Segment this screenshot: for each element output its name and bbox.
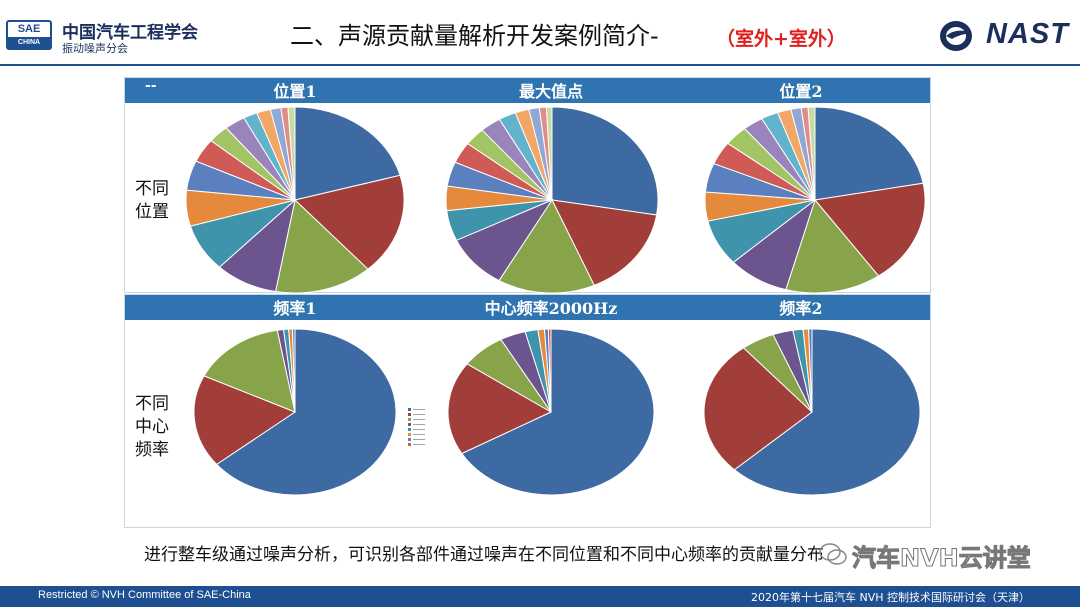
pie-slice bbox=[447, 363, 553, 455]
legend-entry bbox=[408, 417, 430, 421]
header-divider bbox=[0, 64, 1080, 66]
pie-slice bbox=[291, 328, 296, 413]
pie-slice bbox=[547, 328, 552, 413]
pie-chart-4 bbox=[193, 328, 397, 496]
legend-swatch bbox=[408, 412, 411, 416]
nast-logo-text: NAST bbox=[986, 18, 1069, 50]
header-cell-position-1: 位置1 bbox=[273, 82, 317, 101]
pie-slice bbox=[785, 198, 880, 294]
pie-slice bbox=[294, 106, 401, 201]
legend-label-placeholder bbox=[413, 423, 425, 425]
slide-footer: Restricted © NVH Committee of SAE-China … bbox=[0, 586, 1080, 607]
sae-china-logo: SAE CHINA bbox=[6, 20, 52, 50]
slide-title: 二、声源贡献量解析开发案例简介- bbox=[290, 22, 659, 50]
legend-swatch bbox=[408, 407, 411, 411]
legend-label-placeholder bbox=[413, 438, 425, 440]
pie-chart-3 bbox=[704, 106, 926, 294]
organization-name: 中国汽车工程学会 bbox=[62, 23, 198, 43]
pie-chart-2 bbox=[445, 106, 659, 294]
legend-swatch bbox=[408, 437, 411, 441]
legend-entry bbox=[408, 432, 430, 436]
pie-slice bbox=[287, 106, 296, 201]
watermark-text: 汽车NVH云讲堂 bbox=[852, 544, 1032, 573]
pie-slice bbox=[703, 347, 813, 471]
slide-title-highlight: （室外+室外） bbox=[716, 28, 846, 50]
wechat-watermark-icon bbox=[819, 543, 847, 565]
pie-slice bbox=[551, 106, 659, 216]
logo-bottom-text: CHINA bbox=[8, 37, 50, 48]
header-cell-blank: -- bbox=[145, 78, 157, 94]
legend-swatch bbox=[408, 422, 411, 426]
legend-entry bbox=[408, 412, 430, 416]
pie-slice bbox=[545, 106, 553, 201]
pie-slice bbox=[814, 182, 926, 277]
organization-subtitle: 振动噪声分会 bbox=[62, 42, 128, 55]
legend-entry bbox=[408, 442, 430, 446]
legend-entry bbox=[408, 407, 430, 411]
pie-chart-1 bbox=[185, 106, 405, 294]
header-cell-frequency-2: 频率2 bbox=[779, 299, 823, 318]
slide-header: SAE CHINA 中国汽车工程学会 振动噪声分会 二、声源贡献量解析开发案例简… bbox=[0, 0, 1080, 64]
row-label-line: 不同 bbox=[135, 394, 169, 414]
legend-swatch bbox=[408, 427, 411, 431]
pie-slice bbox=[814, 106, 924, 201]
pie-slice bbox=[733, 328, 921, 496]
legend-entry bbox=[408, 427, 430, 431]
legend-label-placeholder bbox=[413, 433, 425, 435]
footer-conference: 2020年第十七届汽车 NVH 控制技术国际研讨会（天津） bbox=[750, 591, 1030, 604]
pie-chart-5 bbox=[447, 328, 655, 496]
logo-top-text: SAE bbox=[17, 23, 41, 35]
pie-slice bbox=[808, 328, 813, 413]
legend-entry bbox=[408, 422, 430, 426]
row-label-line: 不同 bbox=[135, 179, 169, 199]
row-label-line: 位置 bbox=[135, 202, 169, 222]
pie-slice bbox=[293, 174, 405, 270]
legend-entry bbox=[408, 437, 430, 441]
frequency-header-bar: 频率1 中心频率2000Hz 频率2 bbox=[125, 295, 930, 320]
pie-slice bbox=[203, 329, 296, 413]
row-label-line: 中心 bbox=[135, 417, 169, 437]
legend-label-placeholder bbox=[413, 428, 425, 430]
header-cell-frequency-1: 频率1 bbox=[273, 299, 317, 318]
legend-label-placeholder bbox=[413, 408, 425, 410]
header-cell-position-2: 位置2 bbox=[779, 82, 823, 101]
slide-caption: 进行整车级通过噪声分析，可识别各部件通过噪声在不同位置和不同中心频率的贡献量分布 bbox=[144, 545, 824, 565]
pie-slice bbox=[193, 375, 297, 466]
row-label-positions: 不同 位置 bbox=[135, 178, 169, 224]
legend-swatch bbox=[408, 442, 411, 446]
footer-copyright: Restricted © NVH Committee of SAE-China bbox=[38, 589, 251, 601]
pie-slice bbox=[551, 199, 658, 286]
row-label-frequencies: 不同 中心 频率 bbox=[135, 393, 169, 462]
pie-slice bbox=[498, 198, 595, 294]
legend-swatch bbox=[408, 417, 411, 421]
row-label-line: 频率 bbox=[135, 440, 169, 460]
pie-slice bbox=[274, 199, 369, 294]
nast-logo-icon bbox=[940, 21, 972, 51]
legend-label-placeholder bbox=[413, 413, 425, 415]
legend-label-placeholder bbox=[413, 443, 425, 445]
pie-slice bbox=[461, 328, 655, 496]
pie-slice bbox=[807, 106, 816, 201]
pie-chart-6 bbox=[703, 328, 921, 496]
chart-mini-legend bbox=[408, 407, 430, 457]
header-cell-max-point: 最大值点 bbox=[518, 82, 583, 101]
pie-slice bbox=[215, 328, 397, 496]
header-cell-center-frequency: 中心频率2000Hz bbox=[484, 299, 618, 318]
legend-swatch bbox=[408, 432, 411, 436]
legend-label-placeholder bbox=[413, 418, 425, 420]
position-header-bar: -- 位置1 最大值点 位置2 bbox=[125, 78, 930, 103]
